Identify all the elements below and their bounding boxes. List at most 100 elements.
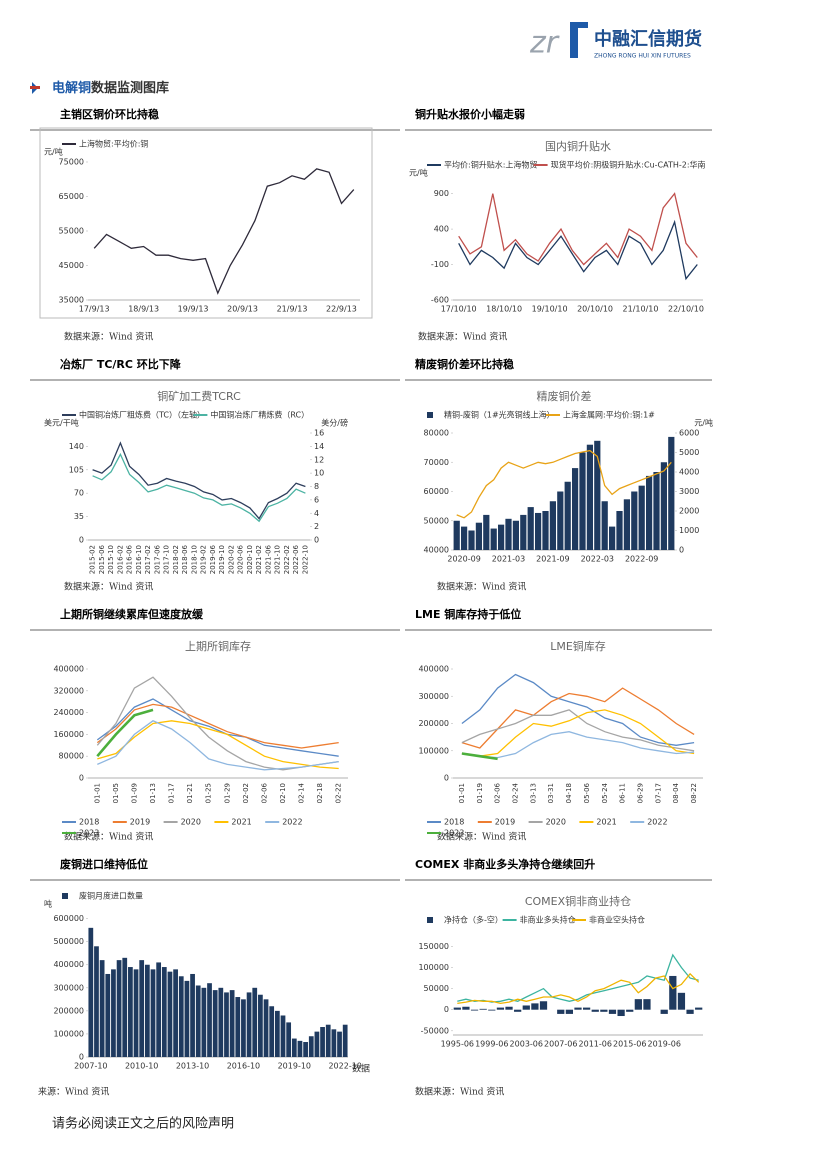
x-tick-label: 22/9/13	[326, 305, 357, 314]
bar	[201, 987, 207, 1057]
legend-swatch	[427, 412, 433, 418]
x-tick-label: 20/10/10	[577, 305, 613, 314]
y-tick-label: 40000	[424, 546, 449, 555]
x-tick-label: 2022-10	[301, 545, 309, 574]
x-tick-label: 2022-10	[328, 1062, 361, 1071]
y-axis-label: 美元/干吨	[44, 418, 79, 428]
legend-label: 2022	[647, 818, 667, 827]
bar	[631, 491, 638, 550]
x-tick-label: 2015-02	[89, 545, 97, 574]
bar	[557, 1009, 565, 1014]
legend-label: 2023	[79, 829, 99, 838]
x-tick-label: 22/10/10	[668, 305, 704, 314]
y2-tick-label: 5000	[679, 448, 699, 457]
x-tick-label: 21/9/13	[277, 305, 308, 314]
x-tick-label: 18/10/10	[486, 305, 522, 314]
bar	[342, 1024, 348, 1057]
x-tick-label: 2010-10	[125, 1062, 158, 1071]
y2-tick-label: 6000	[679, 429, 699, 438]
legend-label: 2018	[79, 818, 99, 827]
x-tick-label: 02-18	[316, 783, 324, 803]
logo-mark: zr	[529, 26, 560, 61]
legend-label: 中国铜冶炼厂粗炼费（TC）（左轴）	[79, 410, 205, 420]
y-tick-label: 600000	[53, 914, 84, 923]
x-tick-label: 18/9/13	[128, 305, 159, 314]
x-tick-label: 2018-10	[190, 545, 198, 574]
legend-label: 中国铜冶炼厂精炼费（RC）	[210, 410, 309, 420]
bar	[303, 1042, 308, 1057]
y-tick-label: 160000	[53, 730, 84, 739]
bar	[617, 1009, 625, 1017]
source: 数据来源：Wind 资讯	[64, 331, 153, 343]
line	[96, 676, 339, 771]
x-tick-label: 19/10/10	[532, 305, 568, 314]
y-tick-label: 65000	[59, 192, 84, 201]
x-tick-label: 17/9/13	[79, 305, 110, 314]
bar	[128, 967, 133, 1057]
line	[461, 687, 695, 749]
bar	[246, 992, 252, 1057]
bar	[291, 1038, 297, 1057]
y-tick-label: 300000	[418, 692, 449, 701]
y-tick-label: 320000	[53, 686, 84, 695]
y-tick-label: 500000	[53, 937, 84, 946]
legend-label: 2018	[444, 818, 464, 827]
bar	[122, 957, 128, 1057]
y-tick-label: -100	[431, 260, 449, 269]
chart-title: 国内铜升贴水	[545, 139, 611, 153]
y-tick-label: 150000	[418, 942, 449, 951]
y2-tick-label: 0	[679, 546, 684, 555]
x-tick-label: 2016-10	[227, 1062, 260, 1071]
bar	[111, 969, 116, 1057]
x-tick-label: 01-01	[458, 783, 466, 803]
bar	[514, 1009, 522, 1012]
bar	[488, 1009, 496, 1011]
logo-en: ZHONG RONG HUI XIN FUTURES	[594, 53, 691, 60]
bar	[94, 946, 99, 1057]
bar	[308, 1036, 314, 1057]
chart-title: 上期所铜库存	[185, 639, 251, 653]
bar	[601, 501, 608, 550]
bar	[660, 1009, 668, 1014]
y2-tick-label: 16	[314, 429, 324, 438]
line	[92, 441, 306, 520]
y2-tick-label: 0	[314, 536, 319, 545]
line	[461, 752, 498, 761]
bar	[462, 1006, 470, 1010]
y-tick-label: 0	[79, 536, 84, 545]
y2-tick-label: 4000	[679, 468, 699, 477]
x-tick-label: 02-14	[298, 782, 306, 803]
x-tick-label: 2015-10	[107, 545, 115, 574]
line	[96, 698, 339, 757]
x-tick-label: 2021-02	[255, 545, 263, 574]
bar	[269, 1006, 275, 1057]
bar	[512, 520, 520, 550]
bar	[608, 1009, 617, 1014]
y-tick-label: 55000	[59, 227, 84, 236]
y-tick-label: 80000	[59, 752, 84, 761]
x-tick-label: 1995-06	[441, 1040, 474, 1049]
x-tick-label: 08-04	[672, 782, 680, 803]
x-tick-label: 01-25	[205, 783, 213, 803]
x-tick-label: 05-06	[583, 782, 591, 803]
y-tick-label: 400000	[53, 665, 84, 674]
y2-tick-label: 2	[314, 522, 319, 531]
line	[456, 449, 672, 519]
bar	[224, 992, 229, 1057]
bar	[564, 481, 571, 550]
bar	[549, 501, 557, 550]
legend-label: 平均价:铜升贴水:上海物贸	[444, 160, 537, 170]
x-tick-label: 2018-02	[172, 545, 180, 574]
section-heading: COMEX 非商业多头净持仓继续回升	[415, 857, 595, 871]
line	[458, 192, 698, 266]
line	[96, 708, 154, 758]
x-tick-label: 01-17	[168, 783, 176, 803]
legend-label: 2022	[282, 818, 302, 827]
x-tick-label: 02-06	[494, 782, 502, 803]
x-tick-label: 01-01	[93, 783, 101, 803]
x-tick-label: 2017-06	[153, 544, 161, 574]
bar	[150, 969, 156, 1057]
y-tick-label: 70000	[424, 458, 449, 467]
source: 数据来源：Wind 资讯	[415, 1086, 504, 1098]
